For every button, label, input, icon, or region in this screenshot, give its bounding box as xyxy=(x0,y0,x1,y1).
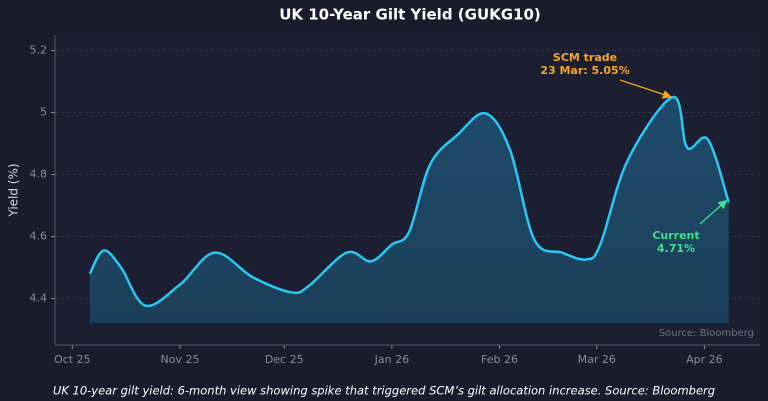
x-tick-label: Apr 26 xyxy=(686,353,723,366)
caption: UK 10-year gilt yield: 6-month view show… xyxy=(53,384,715,398)
x-tick-label: Mar 26 xyxy=(578,353,616,366)
x-tick-label: Oct 25 xyxy=(54,353,91,366)
y-tick-label: 4.8 xyxy=(30,168,48,181)
x-tick-label: Feb 26 xyxy=(481,353,518,366)
y-tick-label: 4.6 xyxy=(30,230,48,243)
annotation-text: 23 Mar: 5.05% xyxy=(540,64,629,77)
x-tick-label: Dec 25 xyxy=(265,353,304,366)
chart-title: UK 10-Year Gilt Yield (GUKG10) xyxy=(279,6,541,24)
x-tick-label: Nov 25 xyxy=(161,353,200,366)
y-axis-label: Yield (%) xyxy=(7,163,21,217)
annotation-text: 4.71% xyxy=(657,242,695,255)
y-tick-label: 5.2 xyxy=(30,44,48,57)
annotation-text: SCM trade xyxy=(553,51,617,64)
annotation-arrow xyxy=(619,79,673,99)
line xyxy=(88,95,730,308)
y-tick-label: 5 xyxy=(40,106,47,119)
y-tick-label: 4.4 xyxy=(30,292,48,305)
source-note: Source: Bloomberg xyxy=(659,328,754,339)
annotation-text: Current xyxy=(652,229,699,242)
annotation-arrow xyxy=(699,199,728,225)
area-fill xyxy=(89,96,729,323)
x-tick-label: Jan 26 xyxy=(374,353,409,366)
